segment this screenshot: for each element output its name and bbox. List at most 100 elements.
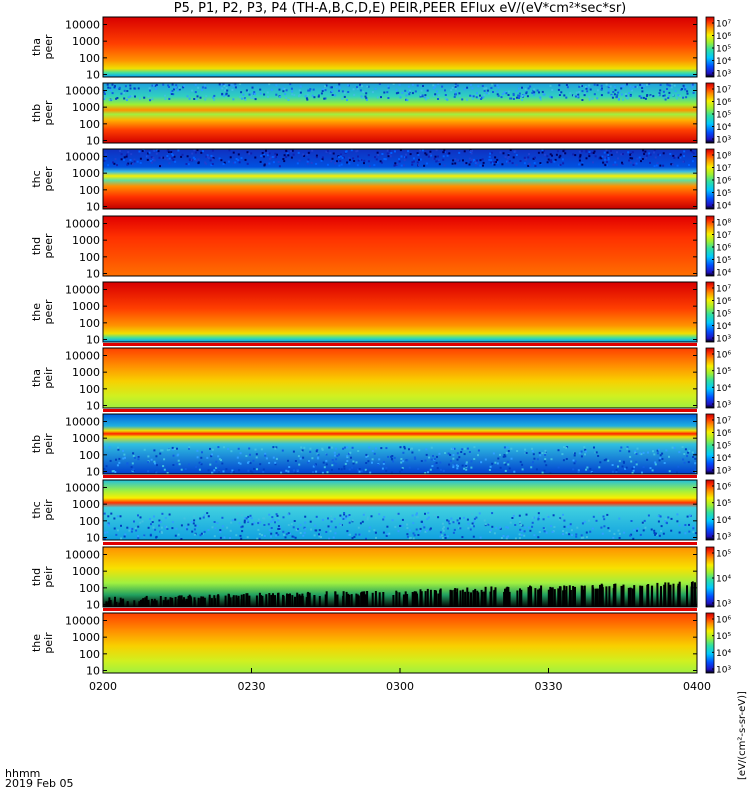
chart-title: P5, P1, P2, P3, P4 (TH-A,B,C,D,E) PEIR,P… (173, 1, 627, 16)
y-tick-label: 1000 (72, 234, 100, 247)
colorbar-tick-label: 10⁶ (716, 98, 731, 108)
y-tick-label: 10 (86, 69, 100, 82)
y-tick-label: 10000 (65, 549, 100, 562)
colorbar-tick-label: 10⁴ (716, 454, 731, 464)
spectrogram-thb-peer (103, 83, 697, 143)
y-axis-label: thdpeir (30, 566, 55, 588)
y-tick-label: 100 (79, 52, 100, 65)
y-tick-label: 10 (86, 268, 100, 281)
colorbar (705, 148, 715, 210)
colorbar (705, 215, 715, 277)
x-tick-label: 0230 (238, 680, 266, 693)
y-axis-label: thbpeer (30, 100, 55, 126)
panel-tha-peer: 10 100 1000 10000 thapeer 10⁷ 10⁶ 10⁵ 10⁴ 10³ (30, 16, 731, 82)
colorbar-tick-label: 10⁷ (716, 417, 731, 427)
noise-texture (105, 581, 696, 607)
plot-frame (102, 215, 698, 277)
colorbar-tick-label: 10⁴ (716, 575, 731, 585)
y-tick-label: 100 (79, 449, 100, 462)
y-axis-label: thbpeir (30, 433, 55, 455)
y-tick-label: 10000 (65, 416, 100, 429)
colorbar-tick-label: 10⁴ (716, 516, 731, 526)
plot-frame (102, 347, 698, 409)
colorbar-tick-label: 10⁵ (716, 632, 731, 642)
colorbar-tick-label: 10⁵ (716, 256, 731, 266)
y-tick-label: 1000 (72, 498, 100, 511)
y-tick-label: 1000 (72, 300, 100, 313)
colorbar-tick-label: 10⁸ (716, 152, 731, 162)
panel-separator-strip (103, 343, 697, 346)
colorbar-unit-label: [eV/(cm²-s-sr-eV)] (737, 691, 748, 780)
colorbar-tick-label: 10³ (716, 600, 731, 610)
y-tick-label: 10 (86, 201, 100, 214)
colorbar (705, 347, 715, 409)
y-tick-label: 10000 (65, 284, 100, 297)
y-tick-label: 1000 (72, 101, 100, 114)
spectrogram-thc-peir (103, 480, 697, 540)
colorbar-tick-label: 10⁴ (716, 57, 731, 67)
y-tick-label: 1000 (72, 565, 100, 578)
colorbar-tick-label: 10⁵ (716, 45, 731, 55)
y-tick-label: 100 (79, 317, 100, 330)
y-axis-label: thdpeer (30, 233, 55, 259)
colorbar-tick-label: 10⁷ (716, 285, 731, 295)
x-tick-label: 0200 (89, 680, 117, 693)
colorbar-tick-label: 10⁶ (716, 297, 731, 307)
colorbar-tick-label: 10⁴ (716, 384, 731, 394)
plot-frame (102, 479, 698, 541)
colorbar-tick-label: 10⁶ (716, 351, 731, 361)
y-tick-label: 10 (86, 532, 100, 545)
panel-separator-strip (103, 409, 697, 412)
y-tick-label: 1000 (72, 432, 100, 445)
y-tick-label: 1000 (72, 35, 100, 48)
y-axis-label: thepeer (30, 299, 55, 325)
y-tick-label: 1000 (72, 631, 100, 644)
y-tick-label: 10000 (65, 218, 100, 231)
y-tick-label: 100 (79, 251, 100, 264)
colorbar (705, 16, 715, 78)
panel-separator-strip (103, 475, 697, 478)
y-tick-label: 100 (79, 515, 100, 528)
y-axis-label: thepeir (30, 632, 55, 654)
spectrogram-thd-peer (103, 216, 697, 276)
y-tick-label: 1000 (72, 366, 100, 379)
panel-separator-strip (103, 542, 697, 545)
colorbar-tick-label: 10⁶ (716, 483, 731, 493)
y-tick-label: 10 (86, 135, 100, 148)
colorbar-tick-label: 10³ (716, 533, 731, 543)
y-tick-label: 100 (79, 383, 100, 396)
panel-the-peir: 10 100 1000 10000 thepeir 10⁶ 10⁵ 10⁴ 10³ (30, 608, 731, 678)
colorbar-tick-label: 10⁷ (716, 20, 731, 30)
colorbar-tick-label: 10⁶ (716, 244, 731, 254)
colorbar-tick-label: 10⁷ (716, 86, 731, 96)
noise-texture (103, 149, 695, 168)
colorbar-tick-label: 10⁵ (716, 111, 731, 121)
panel-thd-peer: 10 100 1000 10000 thdpeer 10⁸ 10⁷ 10⁶ 10⁵ 10⁴ (30, 215, 731, 281)
spectrogram-the-peer (103, 282, 697, 342)
y-tick-label: 10 (86, 599, 100, 612)
y-tick-label: 10000 (65, 19, 100, 32)
panel-the-peer: 10 100 1000 10000 thepeer 10⁷ 10⁶ 10⁵ 10⁴ 10³ (30, 281, 731, 347)
colorbar (705, 281, 715, 343)
y-tick-label: 10000 (65, 151, 100, 164)
colorbar (705, 546, 715, 608)
colorbar-tick-label: 10⁸ (716, 219, 731, 229)
y-axis-label: thapeir (30, 367, 55, 389)
x-tick-label: 0400 (683, 680, 711, 693)
colorbar-tick-label: 10⁵ (716, 189, 731, 199)
plot-frame (102, 413, 698, 475)
panel-thc-peir: 10 100 1000 10000 thcpeir 10⁶ 10⁵ 10⁴ 10³ (30, 475, 731, 545)
spectrogram-tha-peir (103, 348, 697, 408)
colorbar (705, 479, 715, 541)
y-tick-label: 100 (79, 184, 100, 197)
colorbar (705, 612, 715, 674)
panel-separator-strip (103, 608, 697, 611)
plot-frame (102, 16, 698, 78)
plot-frame (102, 148, 698, 210)
colorbar-tick-label: 10³ (716, 136, 731, 146)
colorbar-tick-label: 10⁴ (716, 649, 731, 659)
colorbar-tick-label: 10³ (716, 335, 731, 345)
colorbar-tick-label: 10⁷ (716, 164, 731, 174)
noise-texture (103, 445, 697, 474)
